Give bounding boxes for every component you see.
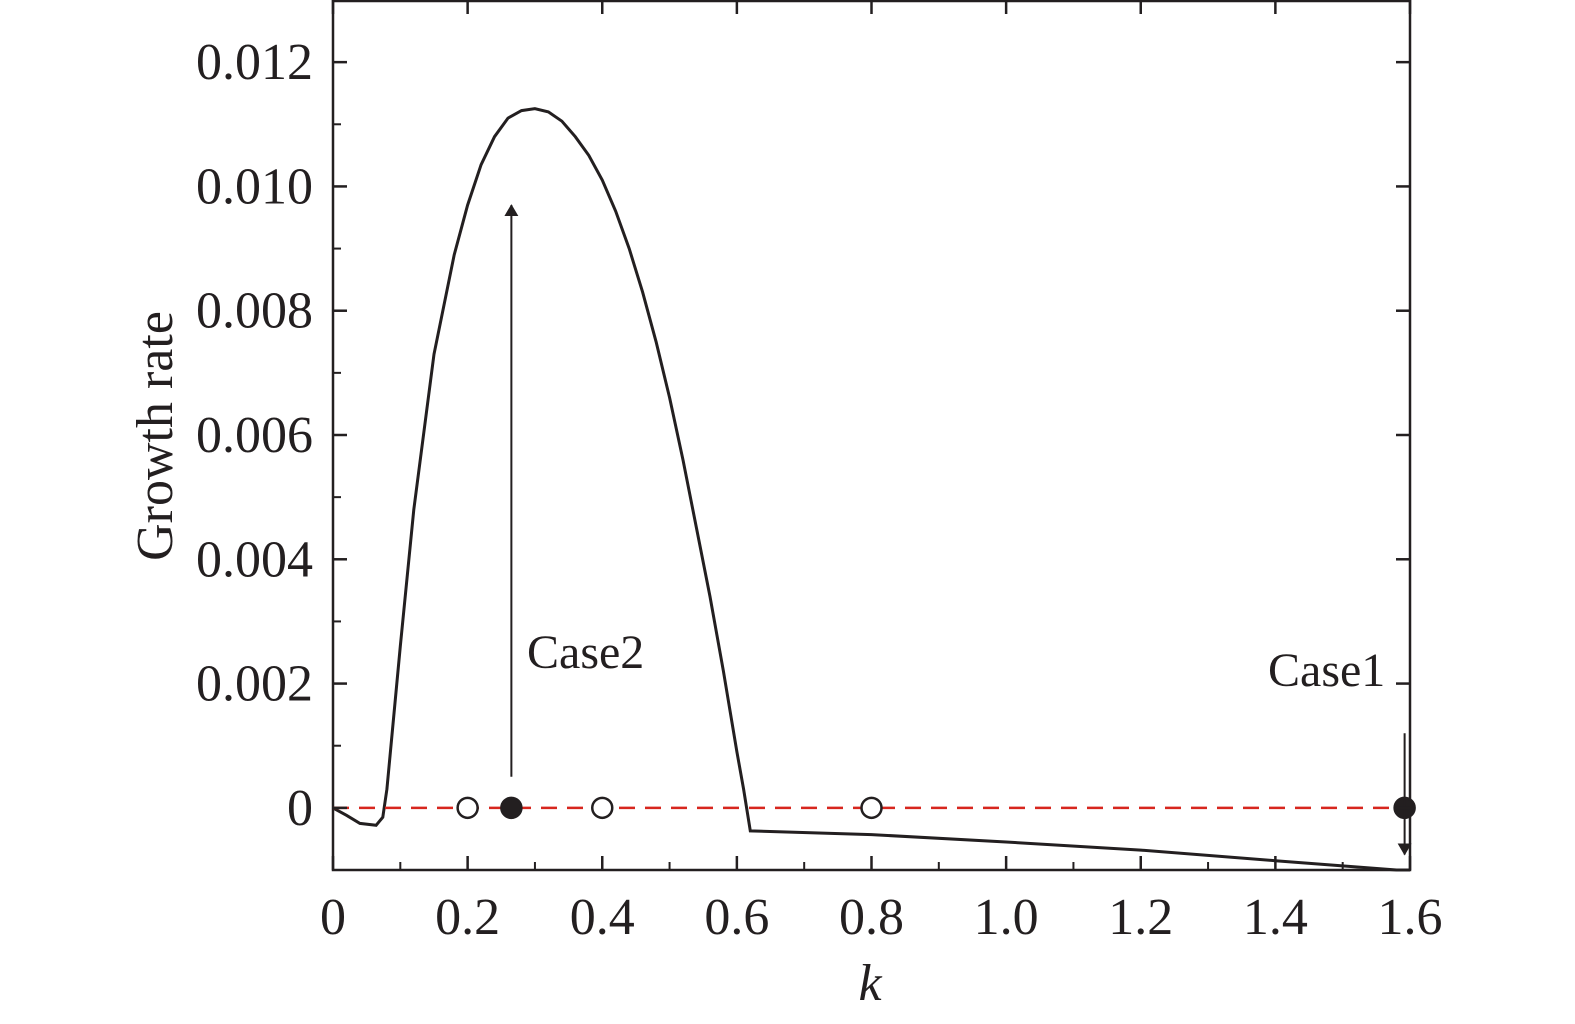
y-axis-ticks: 0 0.002 0.004 0.006 0.008 0.010 0.012: [196, 34, 1410, 837]
y-tick-label: 0.012: [196, 34, 313, 91]
y-tick-label: 0.008: [196, 283, 313, 340]
case1-annotation: Case1: [1268, 644, 1385, 697]
plot-frame: [331, 0, 1412, 872]
x-tick-label: 1.2: [1108, 889, 1173, 946]
x-tick-label: 0.8: [839, 889, 904, 946]
x-axis-title: k: [858, 955, 882, 1012]
open-marker: [860, 796, 883, 820]
y-axis-title: Growth rate: [127, 311, 184, 561]
y-tick-label: 0.006: [196, 407, 313, 464]
case2-annotation: Case2: [527, 626, 644, 679]
x-tick-label: 0.4: [570, 889, 635, 946]
x-tick-label: 0.6: [704, 889, 769, 946]
x-tick-label: 1.4: [1243, 889, 1308, 946]
growth-rate-curve: [332, 107, 1410, 872]
x-tick-label: 1.6: [1378, 889, 1443, 946]
x-tick-label: 1.0: [974, 889, 1039, 946]
y-tick-label: 0: [287, 780, 313, 837]
y-tick-label: 0.004: [196, 531, 313, 588]
filled-marker: [500, 796, 523, 820]
open-marker: [591, 796, 614, 820]
x-tick-label: 0.2: [435, 889, 500, 946]
y-tick-label: 0.010: [196, 158, 313, 215]
y-tick-label: 0.002: [196, 656, 313, 713]
x-tick-label: 0: [320, 889, 346, 946]
open-marker: [456, 796, 479, 820]
x-axis-ticks: 0 0.2 0.4 0.6 0.8 1.0 1.2 1.4 1.6: [320, 0, 1443, 946]
plot-area: [331, 0, 1416, 872]
